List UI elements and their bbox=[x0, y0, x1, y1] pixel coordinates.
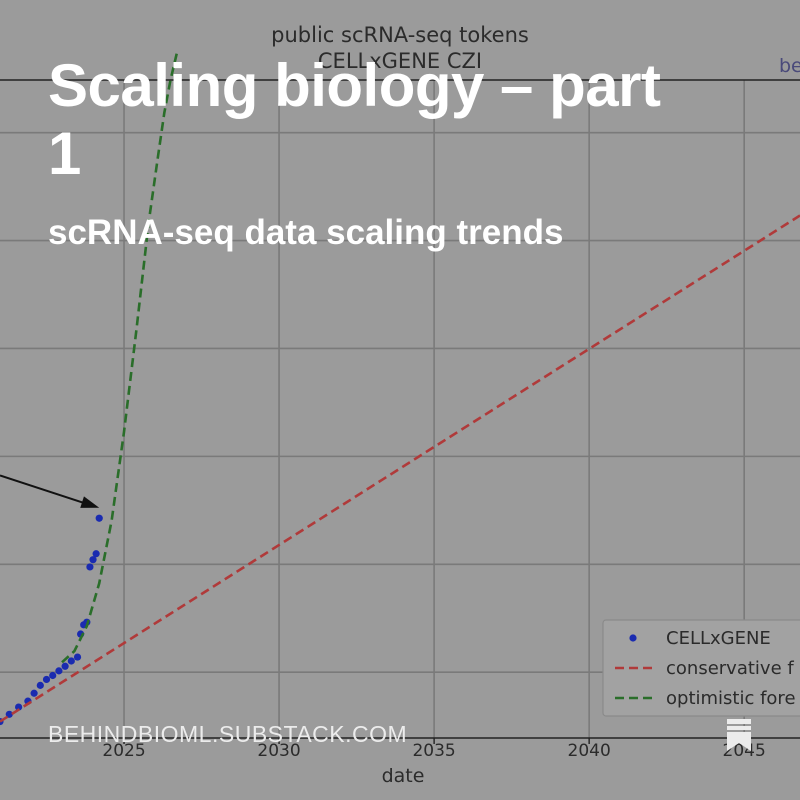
data-point bbox=[36, 681, 44, 689]
data-point bbox=[42, 675, 51, 684]
data-point bbox=[30, 689, 38, 697]
data-point bbox=[67, 657, 75, 665]
bookmark-icon[interactable] bbox=[726, 718, 752, 752]
chart-title: public scRNA-seq tokens bbox=[271, 23, 529, 47]
x-axis-label: date bbox=[382, 765, 425, 787]
data-point bbox=[73, 653, 82, 661]
publication-url[interactable]: BEHINDBIOML.SUBSTACK.COM bbox=[48, 721, 408, 747]
data-point bbox=[55, 667, 63, 675]
legend-label: conservative f bbox=[666, 658, 794, 679]
data-point bbox=[15, 703, 23, 711]
x-tick-label: 2025 bbox=[102, 741, 145, 761]
x-tick-label: 2030 bbox=[257, 741, 300, 761]
data-point bbox=[86, 563, 94, 571]
corner-label: be bbox=[779, 55, 800, 77]
data-point bbox=[95, 514, 103, 522]
series-line bbox=[0, 214, 800, 723]
legend-marker bbox=[629, 634, 637, 642]
data-point bbox=[49, 671, 57, 680]
data-point bbox=[61, 662, 69, 670]
x-tick-label: 2035 bbox=[412, 741, 455, 761]
article-title[interactable]: Scaling biology – part 1 bbox=[48, 52, 661, 187]
annotation-arrowhead bbox=[80, 496, 100, 508]
annotation-arrow bbox=[0, 474, 90, 506]
x-tick-label: 2040 bbox=[568, 741, 611, 761]
chart-subtitle: CELLxGENE CZI bbox=[318, 49, 482, 73]
legend-label: optimistic fore bbox=[666, 688, 796, 709]
data-point bbox=[5, 710, 13, 718]
data-point bbox=[92, 550, 100, 558]
article-subtitle: scRNA-seq data scaling trends bbox=[48, 213, 564, 252]
data-point bbox=[89, 556, 97, 564]
legend-box bbox=[602, 619, 800, 717]
legend-label: CELLxGENE bbox=[666, 628, 771, 649]
